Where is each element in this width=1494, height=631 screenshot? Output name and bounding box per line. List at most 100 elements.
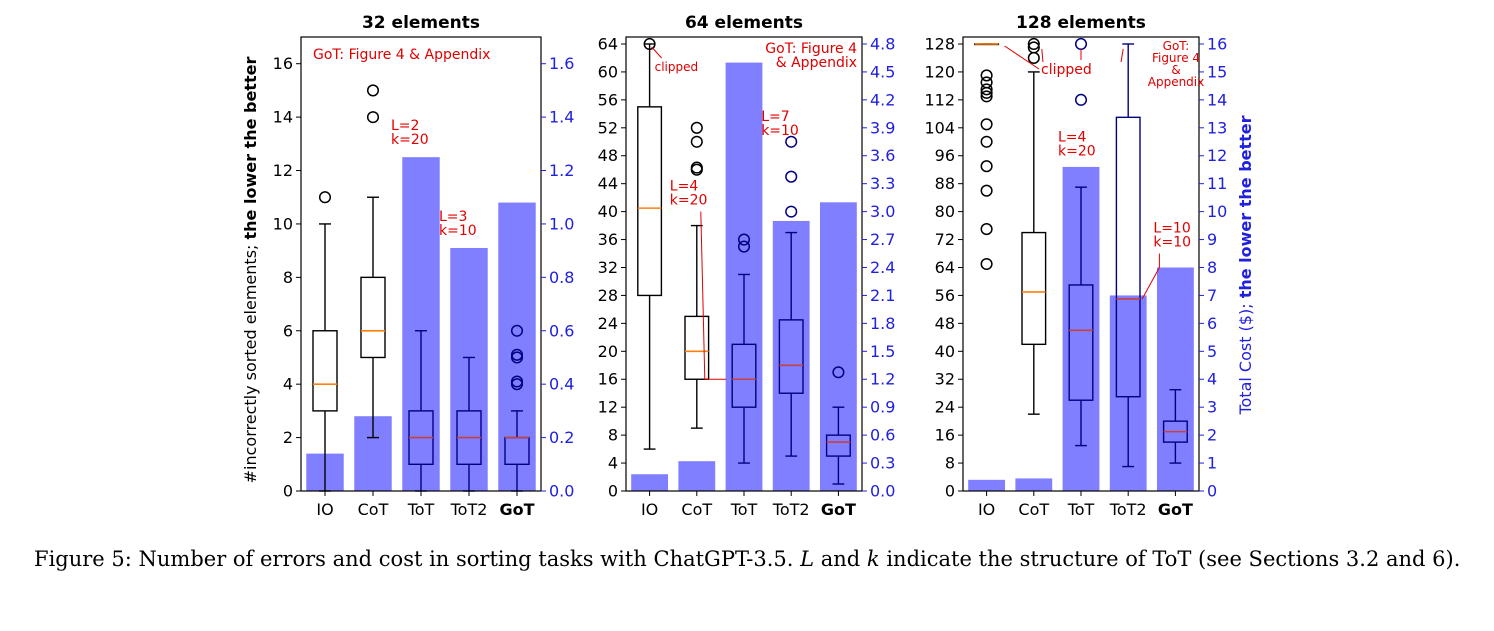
right-tick-label-11: 3.3 xyxy=(870,174,895,193)
right-tick-label-10: 10 xyxy=(1207,202,1227,221)
sorting-figure: 02468101214160.00.20.40.60.81.01.21.41.6… xyxy=(241,13,1255,519)
left-tick-label-11: 44 xyxy=(598,174,618,193)
left-tick-label-2: 16 xyxy=(935,426,955,445)
right-tick-label-1: 0.2 xyxy=(549,428,574,447)
x-tick-label-tot2: ToT2 xyxy=(772,500,810,519)
left-tick-label-6: 24 xyxy=(598,314,618,333)
cost-bar-cot xyxy=(678,461,716,491)
right-tick-label-5: 1.0 xyxy=(549,214,574,233)
right-tick-label-16: 16 xyxy=(1207,34,1227,53)
outlier-cot-2 xyxy=(690,135,703,148)
left-axis-label: #incorrectly sorted elements; the lower … xyxy=(241,57,260,484)
clipped-pointer-tot2 xyxy=(1120,48,1124,63)
right-tick-label-12: 3.6 xyxy=(870,146,895,165)
outlier-io-9 xyxy=(980,76,993,89)
right-tick-label-3: 0.9 xyxy=(870,398,895,417)
outlier-got-0 xyxy=(832,366,845,379)
x-tick-label-tot2: ToT2 xyxy=(1109,500,1147,519)
left-tick-label-8: 16 xyxy=(273,54,293,73)
x-tick-label-tot: ToT xyxy=(730,500,758,519)
left-tick-label-15: 60 xyxy=(598,62,618,81)
right-tick-label-8: 1.6 xyxy=(549,54,574,73)
panel-128-elements: 0816243240485664728088961041121201280123… xyxy=(924,13,1227,519)
left-tick-label-9: 36 xyxy=(598,230,618,249)
left-tick-label-6: 12 xyxy=(273,161,293,180)
outlier-io-0 xyxy=(980,257,993,271)
panel-title: 64 elements xyxy=(685,13,803,33)
outlier-got-4 xyxy=(510,324,524,337)
left-tick-label-3: 24 xyxy=(935,398,955,417)
box-tot2 xyxy=(778,319,804,394)
panel-title: 32 elements xyxy=(362,13,480,33)
x-tick-label-io: IO xyxy=(978,500,995,519)
outlier-io-5 xyxy=(980,118,993,131)
outlier-cot-0 xyxy=(366,111,380,124)
annotation-got-reference: GoT: Figure 4 & Appendix xyxy=(313,47,490,63)
right-tick-label-5: 1.5 xyxy=(870,342,895,361)
x-tick-label-cot: CoT xyxy=(358,500,389,519)
left-tick-label-0: 0 xyxy=(945,482,955,501)
box-tot xyxy=(731,343,757,408)
box-io xyxy=(637,106,663,297)
annotation-tot-structure: L=2 k=20 xyxy=(391,118,429,148)
right-tick-label-2: 0.6 xyxy=(870,426,895,445)
box-got xyxy=(825,434,851,457)
box-tot xyxy=(1068,284,1094,401)
cost-bar-got xyxy=(498,202,536,491)
left-tick-label-5: 40 xyxy=(935,342,955,361)
right-tick-label-13: 3.9 xyxy=(870,118,895,137)
right-axis-label: Total Cost ($); the lower the better xyxy=(1236,115,1255,415)
right-tick-label-16: 4.8 xyxy=(870,34,895,53)
right-tick-label-5: 5 xyxy=(1207,342,1217,361)
box-cot xyxy=(360,276,386,359)
right-tick-label-6: 1.8 xyxy=(870,314,895,333)
left-tick-label-5: 20 xyxy=(598,342,618,361)
clipped-pointer-cot xyxy=(1041,48,1044,63)
cost-bar-tot xyxy=(402,157,440,492)
outlier-tot2-1 xyxy=(785,170,798,183)
tot2-annotation-pointer xyxy=(1141,253,1160,300)
panel-64-elements: 04812162024283236404448525660640.00.30.6… xyxy=(598,13,896,519)
x-tick-label-io: IO xyxy=(641,500,658,519)
box-io xyxy=(312,330,338,412)
outlier-io-3 xyxy=(980,160,993,173)
x-tick-label-cot: CoT xyxy=(1018,500,1049,519)
annotation-clipped: clipped xyxy=(655,60,699,74)
left-tick-label-13: 52 xyxy=(598,118,618,137)
right-tick-label-14: 4.2 xyxy=(870,90,895,109)
annotation-tot2-structure: L=10 k=10 xyxy=(1153,221,1191,251)
x-tick-label-got: GoT xyxy=(1158,500,1193,519)
left-tick-label-4: 8 xyxy=(283,268,293,287)
right-tick-label-10: 3.0 xyxy=(870,202,895,221)
outlier-tot-0 xyxy=(737,240,751,253)
annotation-got-reference: GoT: Figure 4 & Appendix xyxy=(765,41,857,71)
left-tick-label-10: 80 xyxy=(935,202,955,221)
left-tick-label-1: 8 xyxy=(945,454,955,473)
right-tick-label-11: 11 xyxy=(1207,174,1227,193)
x-tick-label-tot2: ToT2 xyxy=(450,500,488,519)
right-tick-label-4: 1.2 xyxy=(870,370,895,389)
left-tick-label-8: 64 xyxy=(935,258,955,277)
right-tick-label-0: 0.0 xyxy=(870,482,895,501)
box-tot2 xyxy=(1115,116,1141,398)
left-tick-label-11: 88 xyxy=(935,174,955,193)
right-tick-label-6: 1.2 xyxy=(549,161,574,180)
left-tick-label-13: 104 xyxy=(924,118,955,137)
left-tick-label-5: 10 xyxy=(273,214,293,233)
left-tick-label-9: 72 xyxy=(935,230,955,249)
right-tick-label-1: 0.3 xyxy=(870,454,895,473)
right-tick-label-4: 4 xyxy=(1207,370,1217,389)
left-tick-label-16: 64 xyxy=(598,34,618,53)
left-tick-label-2: 8 xyxy=(608,426,618,445)
outlier-cot-0 xyxy=(1027,51,1040,65)
x-tick-label-cot: CoT xyxy=(681,500,712,519)
right-tick-label-15: 15 xyxy=(1207,62,1227,81)
outlier-cot-1 xyxy=(1027,41,1040,54)
outlier-io-0 xyxy=(643,37,656,51)
outlier-cot-3 xyxy=(690,121,703,134)
annotation-got-reference: GoT: Figure 4 & Appendix xyxy=(1148,39,1204,89)
outlier-tot2-2 xyxy=(785,135,798,148)
annotation-tot2-structure: L=3 k=10 xyxy=(439,209,477,239)
cost-bar-got xyxy=(819,202,857,492)
clipped-pointer xyxy=(651,46,662,59)
